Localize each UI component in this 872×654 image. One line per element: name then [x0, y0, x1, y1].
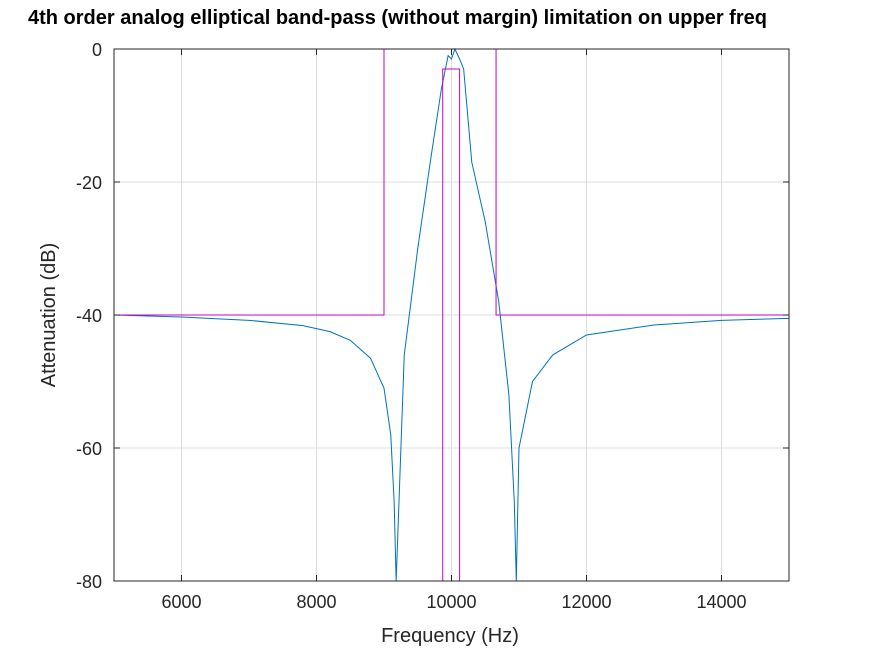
y-tick-label: -20: [76, 173, 102, 193]
y-tick-label: -80: [76, 572, 102, 592]
x-tick-label: 10000: [426, 592, 476, 612]
x-axis-label: Frequency (Hz): [381, 625, 519, 647]
series-line-mask-inner: [442, 68, 461, 581]
y-tick-label: -60: [76, 439, 102, 459]
chart-title: 4th order analog elliptical band-pass (w…: [28, 7, 767, 29]
y-tick-label: -40: [76, 306, 102, 326]
series-line-response: [113, 47, 790, 582]
x-tick-label: 12000: [561, 592, 611, 612]
x-tick-label: 6000: [161, 592, 201, 612]
ticks: 6000 8000 10000 12000 14000 0 -20 -40 -60 -80: [76, 40, 789, 612]
y-axis-label: Attenuation (dB): [38, 243, 60, 388]
y-tick-label: 0: [92, 40, 102, 60]
x-tick-label: 8000: [296, 592, 336, 612]
x-tick-label: 14000: [696, 592, 746, 612]
